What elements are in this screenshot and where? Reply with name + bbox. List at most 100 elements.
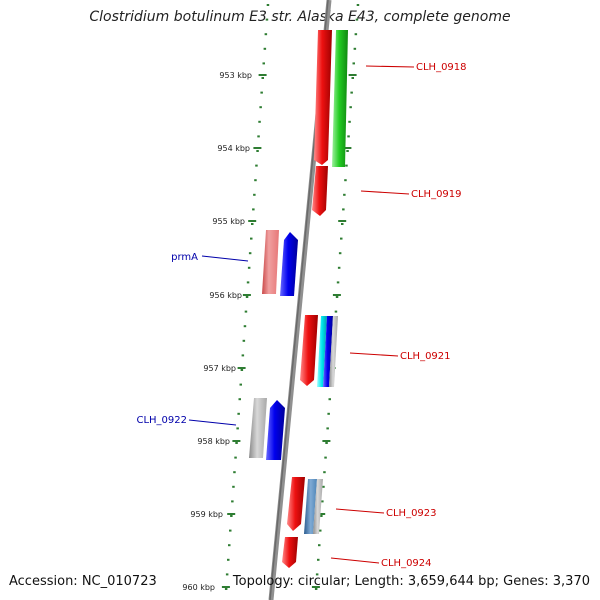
gene-clh-0921-cyan (317, 316, 327, 387)
left-ring-minor-tick (264, 33, 268, 36)
left-ring-major-tick (227, 513, 236, 515)
right-ring-minor-tick (350, 91, 353, 94)
left-ring-minor-tick (244, 310, 248, 313)
leader-prma (201, 255, 249, 262)
gene-prma (280, 232, 298, 296)
leader-clh-0924 (330, 557, 380, 564)
leader-clh-0922 (188, 419, 237, 426)
gene-pseudo-pink (262, 230, 279, 294)
left-ring-minor-tick (235, 442, 238, 444)
right-ring-minor-tick (327, 412, 330, 415)
left-ring-minor-tick (229, 529, 232, 532)
left-ring-major-tick (232, 440, 241, 442)
left-ring-minor-tick (251, 223, 254, 225)
left-ring-major-tick (253, 147, 262, 149)
right-ring-minor-tick (347, 135, 350, 138)
left-ring-minor-tick (241, 354, 245, 357)
left-ring-minor-tick (262, 62, 265, 65)
gene-clh-0923-red (287, 477, 305, 531)
left-ring-minor-tick (252, 208, 255, 211)
right-ring-minor-tick (322, 485, 325, 488)
right-ring-minor-tick (345, 164, 348, 167)
left-ring-major-tick (242, 294, 251, 296)
right-ring-major-tick (338, 220, 347, 222)
left-ring-minor-tick (257, 135, 260, 138)
gene-clh-0923-gray (313, 479, 323, 534)
genome-summary: Topology: circular; Length: 3,659,644 bp… (232, 574, 590, 589)
right-ring-minor-tick (338, 252, 342, 255)
left-ring-minor-tick (227, 558, 230, 561)
right-ring-minor-tick (355, 18, 359, 21)
left-ring-minor-tick (260, 91, 263, 94)
left-ring-minor-tick (259, 106, 262, 109)
left-ring-minor-tick (245, 296, 249, 298)
scale-ticks-left (221, 4, 270, 590)
left-ring-minor-tick (232, 485, 235, 488)
left-ring-minor-tick (240, 369, 244, 371)
right-ring-minor-tick (334, 310, 338, 313)
left-ring-minor-tick (255, 164, 258, 167)
left-ring-major-tick (237, 367, 246, 369)
right-ring-major-tick (343, 147, 352, 149)
leader-clh-0923 (335, 508, 385, 514)
right-ring-minor-tick (348, 120, 351, 123)
right-ring-minor-tick (328, 398, 331, 401)
left-ring-minor-tick (266, 4, 270, 6)
right-ring-minor-tick (351, 77, 354, 79)
right-ring-minor-tick (352, 62, 355, 65)
left-ring-minor-tick (225, 573, 229, 576)
right-ring-major-tick (348, 74, 357, 76)
right-ring-minor-tick (324, 456, 327, 459)
left-ring-minor-tick (231, 500, 234, 503)
map-title: Clostridium botulinum E3 str. Alaska E43… (89, 9, 511, 25)
right-ring-minor-tick (340, 237, 343, 240)
left-ring-minor-tick (228, 544, 231, 547)
scale-label-959: 959 kbp (190, 510, 223, 519)
left-ring-minor-tick (236, 427, 239, 430)
right-ring-major-tick (311, 586, 320, 588)
left-ring-major-tick (258, 74, 267, 76)
left-ring-minor-tick (234, 456, 237, 459)
gene-clh-0919 (312, 166, 328, 216)
label-clh-0923: CLH_0923 (386, 508, 437, 519)
leader-clh-0918 (365, 65, 415, 68)
right-ring-minor-tick (342, 208, 345, 211)
gene-clh-0921-gray (329, 316, 338, 387)
left-ring-minor-tick (237, 412, 240, 415)
left-ring-minor-tick (254, 179, 257, 182)
gene-clh-0923-steel (304, 479, 317, 534)
left-ring-major-tick (221, 586, 230, 588)
left-ring-minor-tick (224, 588, 228, 590)
accession-text: Accession: NC_010723 (9, 574, 157, 589)
leader-clh-0919 (360, 190, 410, 195)
scale-label-953: 953 kbp (219, 71, 252, 80)
right-ring-minor-tick (343, 193, 346, 196)
right-ring-minor-tick (344, 179, 347, 182)
label-leaders (188, 65, 415, 564)
right-ring-minor-tick (349, 106, 352, 109)
left-ring-major-tick (248, 220, 257, 222)
gene-clh-0918 (314, 30, 332, 165)
left-ring-minor-tick (243, 325, 247, 328)
right-ring-minor-tick (341, 223, 344, 225)
right-ring-minor-tick (354, 33, 358, 36)
left-ring-minor-tick (253, 193, 256, 196)
left-ring-minor-tick (247, 266, 251, 269)
gene-features (249, 30, 348, 568)
label-clh-0922: CLH_0922 (136, 415, 187, 426)
right-ring-minor-tick (356, 4, 360, 6)
gene-clh-0924 (282, 537, 298, 568)
gene-clh-0921-blue (323, 316, 333, 387)
right-ring-minor-tick (323, 471, 326, 474)
scale-label-956: 956 kbp (209, 291, 242, 300)
scale-label-958: 958 kbp (197, 437, 230, 446)
right-ring-minor-tick (337, 266, 341, 269)
right-ring-minor-tick (320, 515, 323, 517)
right-ring-major-tick (332, 294, 341, 296)
left-ring-minor-tick (261, 77, 264, 79)
left-ring-minor-tick (250, 237, 253, 240)
left-ring-minor-tick (238, 398, 241, 401)
left-ring-minor-tick (242, 339, 246, 342)
right-ring-major-tick (317, 513, 326, 515)
